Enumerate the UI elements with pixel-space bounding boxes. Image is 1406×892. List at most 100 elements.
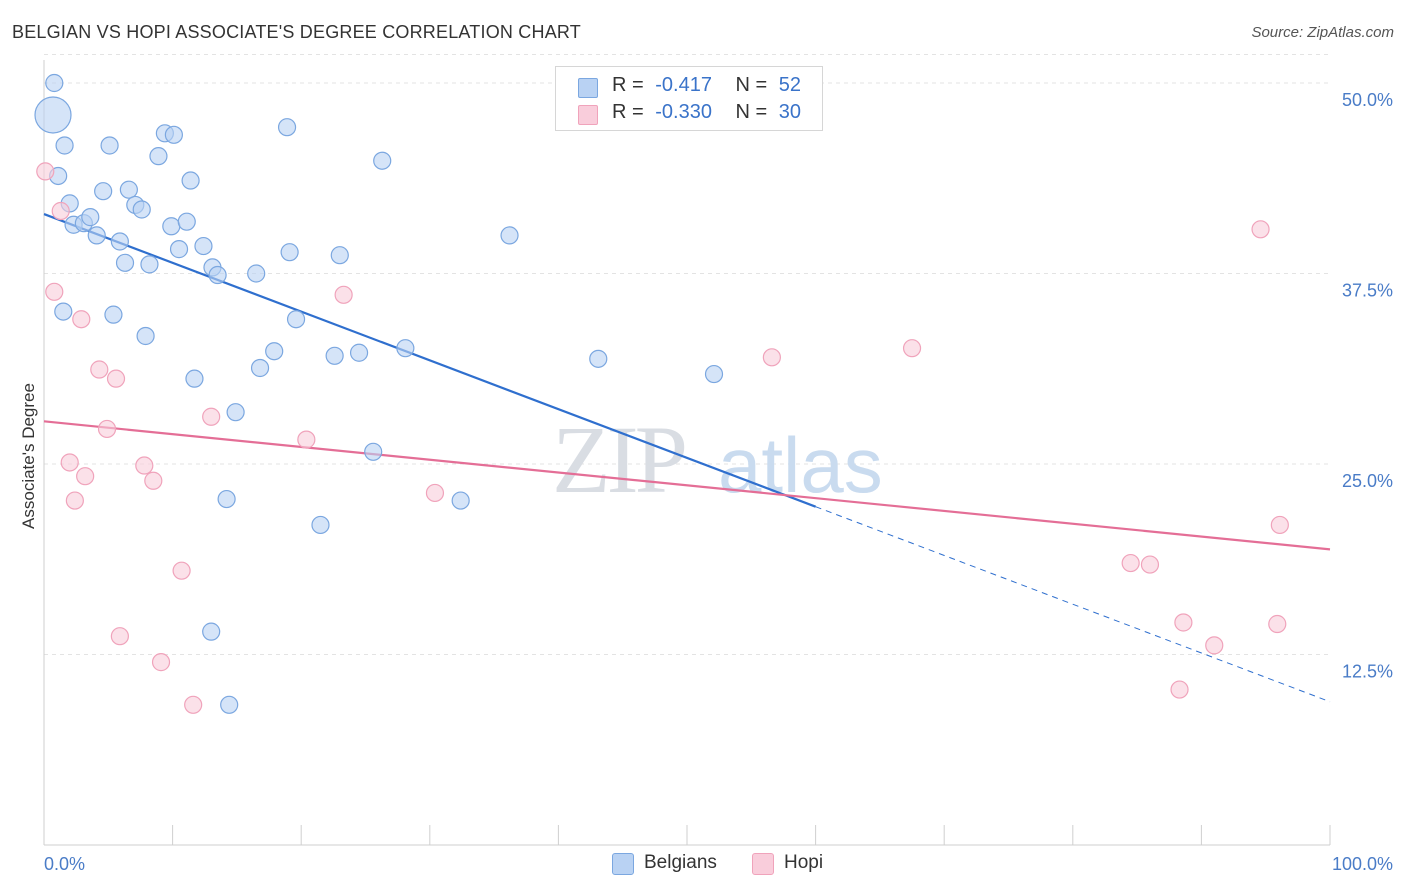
belgians-point <box>280 243 299 262</box>
trend-lines <box>43 213 1331 703</box>
belgians-n-label: N = <box>735 74 768 96</box>
hopi-point <box>110 627 129 646</box>
hopi-point <box>1121 553 1140 573</box>
belgians-point <box>164 125 183 144</box>
belgians-point <box>185 369 204 388</box>
belgians-point <box>247 264 266 283</box>
belgians-point <box>45 73 64 93</box>
belgians-point <box>704 364 724 384</box>
belgians-point <box>500 226 519 245</box>
y-tick-label: 25.0% <box>1342 471 1393 491</box>
hopi-n-value: 30 <box>778 101 802 123</box>
hopi-point <box>902 339 922 358</box>
belgians-point <box>250 358 270 378</box>
hopi-point <box>65 491 84 510</box>
hopi-point <box>334 285 353 304</box>
x-tick-label-start: 0.0% <box>44 854 85 874</box>
trend-line-belgians <box>43 213 816 508</box>
hopi-r-value: -0.330 <box>655 101 712 123</box>
hopi-point <box>90 360 109 379</box>
belgians-point <box>136 326 155 346</box>
belgians-point <box>364 442 383 461</box>
belgians-point <box>208 265 227 285</box>
hopi-point <box>202 407 221 426</box>
belgians-point <box>325 346 344 365</box>
hopi-point <box>1270 515 1289 535</box>
hopi-point <box>762 348 781 367</box>
belgians-point <box>162 217 181 236</box>
belgians-point <box>220 695 239 714</box>
hopi-legend-label: Hopi <box>784 852 824 873</box>
belgians-point <box>194 236 213 256</box>
hopi-point <box>144 471 163 490</box>
hopi-point <box>1205 636 1224 655</box>
hopi-n-label: N = <box>735 101 768 123</box>
hopi-point <box>297 430 316 449</box>
y-tick-label: 37.5% <box>1342 281 1393 301</box>
hopi-point <box>135 456 154 475</box>
belgians-point <box>286 310 306 329</box>
belgians-point <box>55 136 74 155</box>
hopi-legend-swatch <box>752 853 774 875</box>
belgians-point <box>115 253 135 272</box>
belgians-r-value: -0.417 <box>655 74 712 96</box>
hopi-swatch <box>578 105 598 125</box>
hopi-point <box>184 695 203 714</box>
hopi-point <box>1174 613 1193 632</box>
belgians-point <box>311 515 330 535</box>
y-axis-title: Associate's Degree <box>19 383 38 529</box>
belgians-point <box>396 339 415 358</box>
trend-line-belgians-extension <box>815 506 1331 703</box>
correlation-legend: R = -0.417 N = 52 R = -0.330 N = 30 <box>555 66 823 131</box>
belgians-point <box>202 622 221 641</box>
belgians-point <box>373 151 392 170</box>
belgians-legend-label: Belgians <box>644 852 717 873</box>
belgians-point <box>589 349 608 368</box>
belgians-point <box>94 182 113 201</box>
hopi-point <box>151 653 171 672</box>
belgians-point <box>226 403 245 422</box>
belgians-point <box>34 96 72 134</box>
data-points <box>34 73 1289 714</box>
belgians-point <box>451 491 470 510</box>
belgians-point <box>81 208 100 227</box>
belgians-point <box>132 200 151 219</box>
belgians-legend-swatch <box>612 853 634 875</box>
belgians-point <box>149 147 168 166</box>
hopi-point <box>425 483 445 503</box>
chart-title: BELGIAN VS HOPI ASSOCIATE'S DEGREE CORRE… <box>12 22 581 42</box>
hopi-point <box>1251 220 1270 239</box>
belgians-point <box>104 305 123 324</box>
belgians-point <box>181 171 200 190</box>
trend-line-hopi <box>43 420 1331 551</box>
belgians-point <box>177 212 196 231</box>
belgians-r-label: R = <box>612 74 644 96</box>
tick-labels: 12.5% 25.0% 37.5% 50.0% 0.0% 100.0% Associate'… <box>19 90 1393 874</box>
belgians-point <box>100 136 119 155</box>
belgians-point <box>140 255 159 274</box>
hopi-point <box>97 419 117 439</box>
hopi-point <box>72 310 91 329</box>
y-tick-label: 12.5% <box>1342 662 1393 682</box>
hopi-point <box>76 467 95 486</box>
hopi-point <box>172 561 191 580</box>
belgians-point <box>54 302 73 321</box>
x-tick-label-end: 100.0% <box>1332 854 1393 874</box>
belgians-swatch <box>578 78 598 98</box>
belgians-point <box>217 489 236 509</box>
watermark-zip: ZIP <box>552 406 685 513</box>
watermark: ZIP atlas <box>552 406 883 513</box>
belgians-point <box>265 342 284 361</box>
belgians-point <box>169 240 189 259</box>
belgians-point <box>277 118 297 137</box>
belgians-point <box>330 246 349 265</box>
belgians-point <box>119 180 138 199</box>
hopi-point <box>1268 614 1287 634</box>
hopi-point <box>1140 555 1160 574</box>
axes <box>43 60 1331 846</box>
belgians-point <box>110 232 129 251</box>
hopi-point <box>36 162 55 181</box>
hopi-point <box>1170 680 1189 699</box>
belgians-point <box>349 343 369 362</box>
